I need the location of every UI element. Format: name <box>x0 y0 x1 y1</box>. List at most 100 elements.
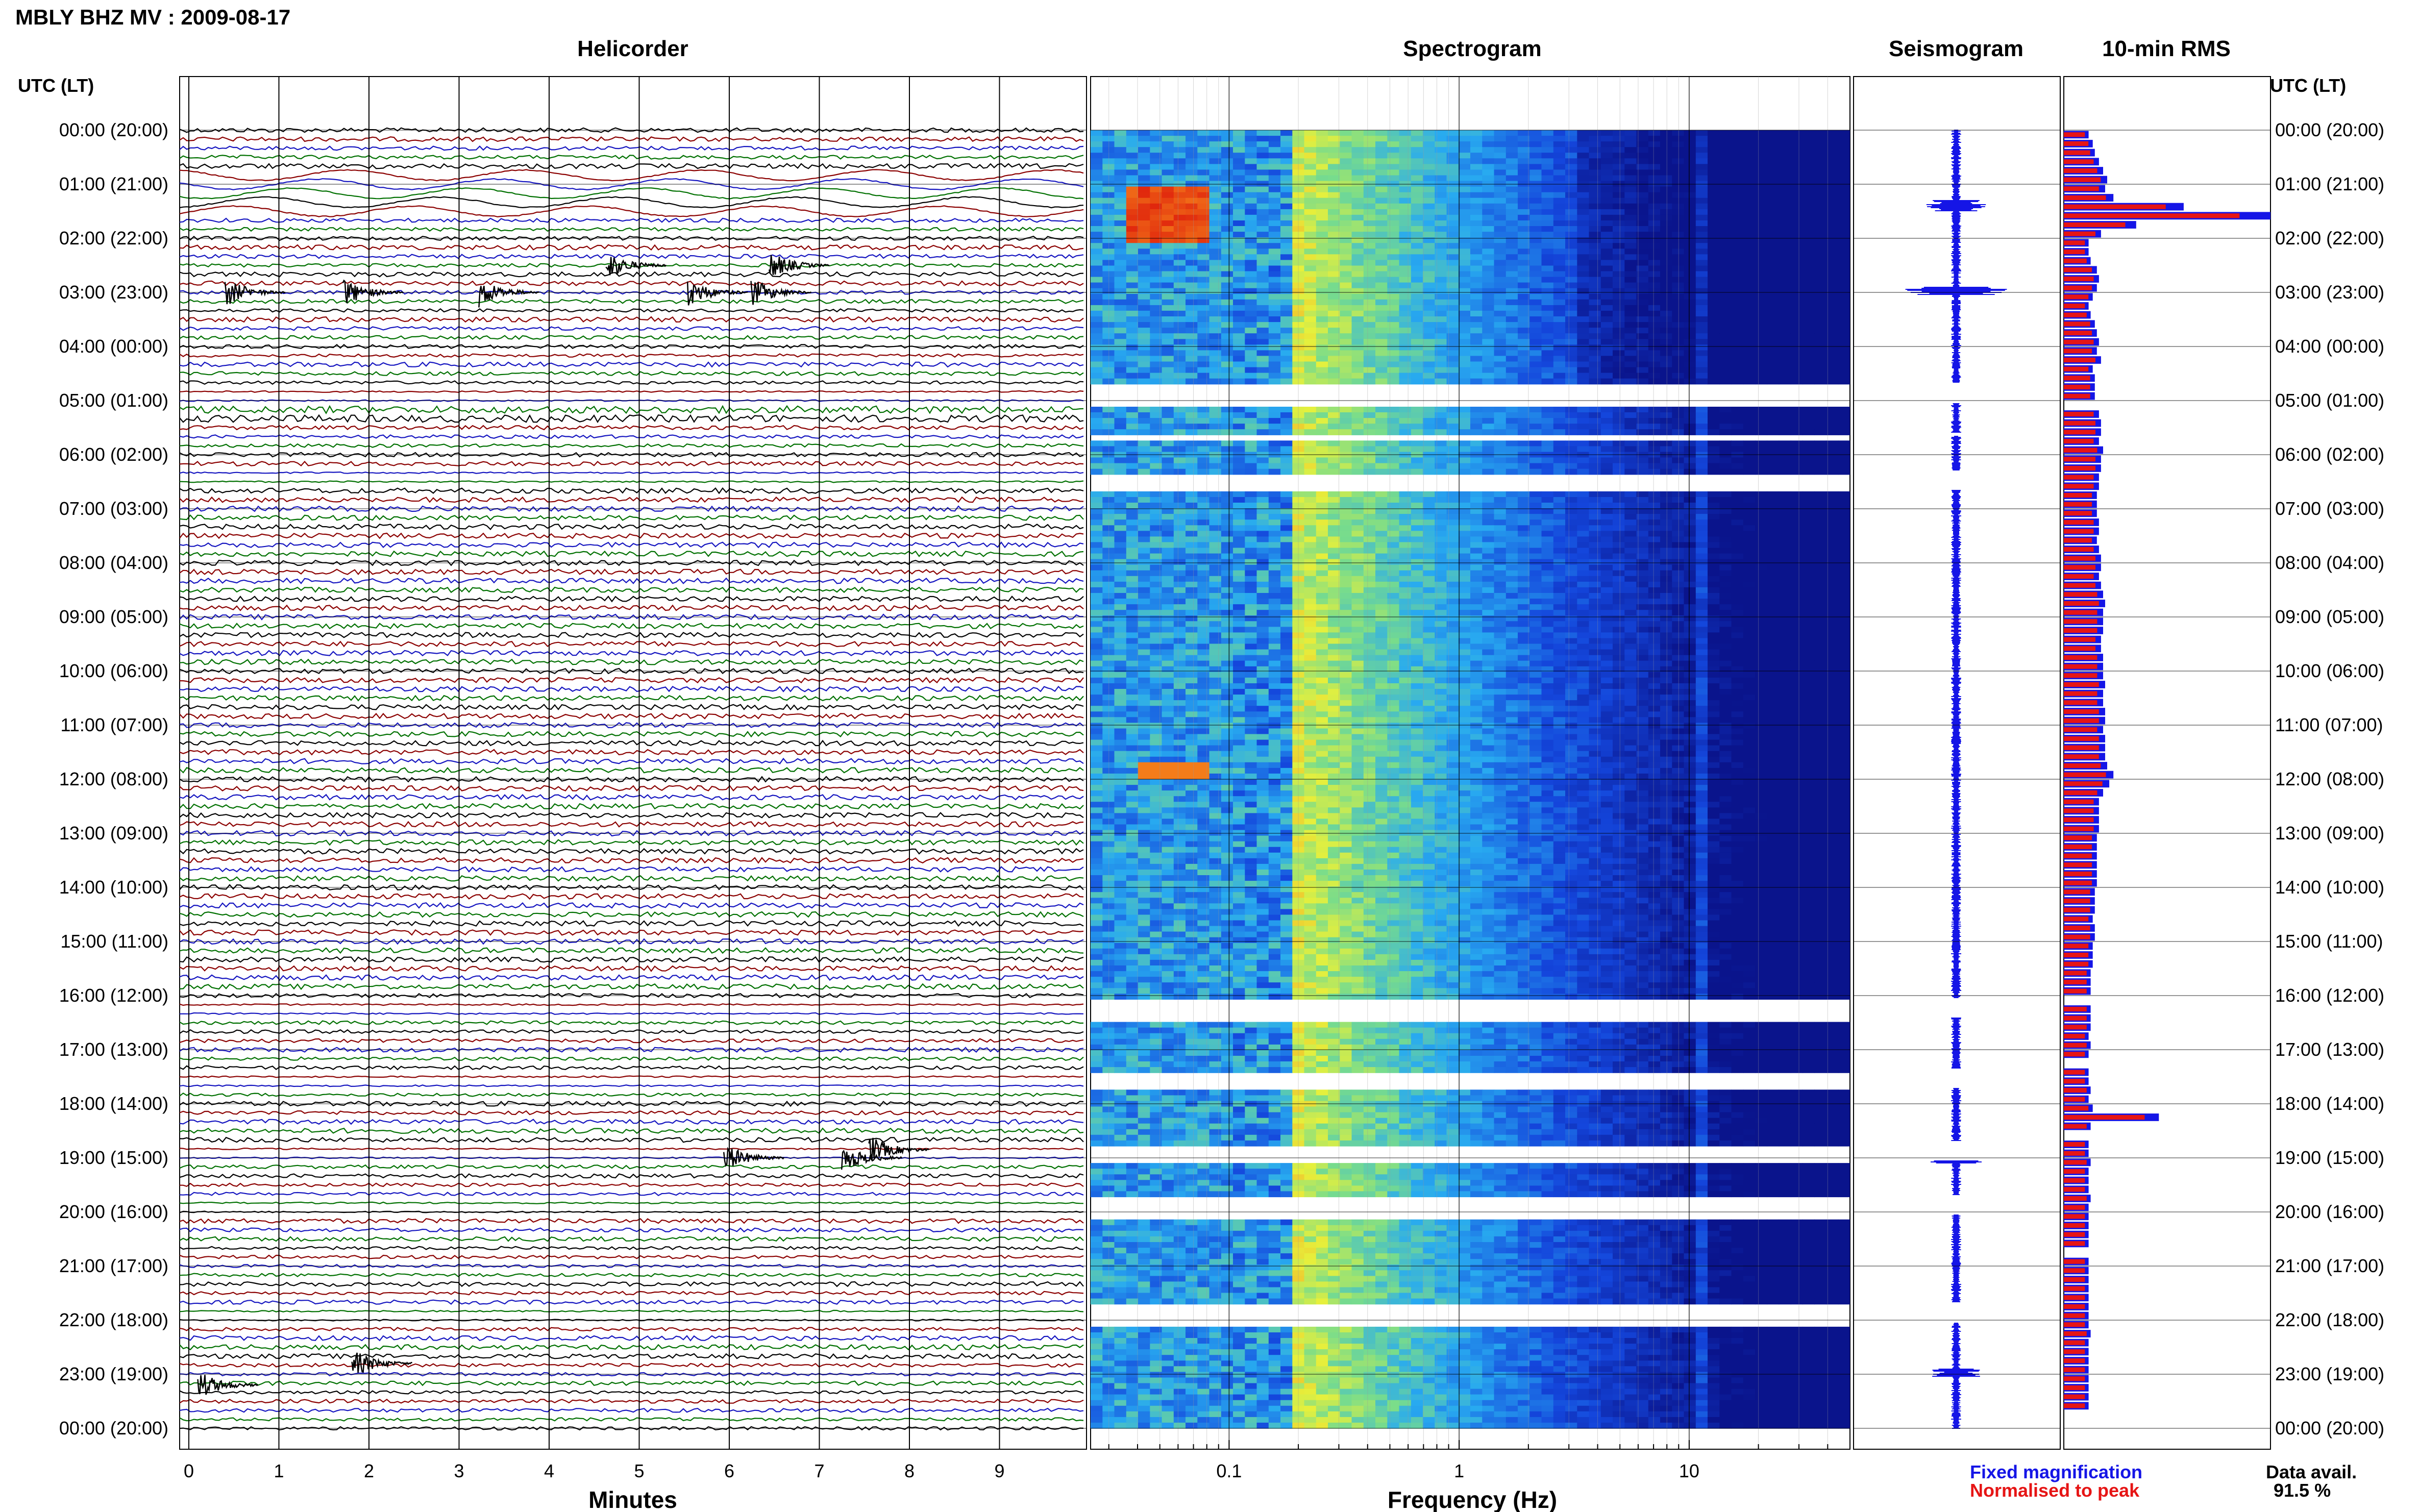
spectrogram-cell <box>1803 328 1815 334</box>
spectrogram-cell <box>1221 356 1233 362</box>
spectrogram-cell <box>1589 333 1601 339</box>
spectrogram-cell <box>1482 378 1495 385</box>
spectrogram-cell <box>1221 322 1233 328</box>
spectrogram-cell <box>1624 164 1637 170</box>
spectrogram-cell <box>1529 169 1542 176</box>
spectrogram-cell <box>1779 514 1791 520</box>
spectrogram-cell <box>1684 203 1696 210</box>
spectrogram-cell <box>1458 277 1471 283</box>
spectrogram-cell <box>1553 361 1566 368</box>
spectrogram-cell <box>1162 553 1174 560</box>
spectrogram-cell <box>1114 581 1127 588</box>
spectrogram-cell <box>1624 457 1637 464</box>
spectrogram-cell <box>1351 581 1364 588</box>
spectrogram-cell <box>1529 282 1542 289</box>
spectrogram-cell <box>1340 271 1352 278</box>
spectrogram-cell <box>1173 440 1186 447</box>
spectrogram-cell <box>1280 130 1293 136</box>
spectrogram-cell <box>1529 260 1542 266</box>
spectrogram-cell <box>1102 548 1115 554</box>
spectrogram-cell <box>1197 282 1210 289</box>
spectrogram-cell <box>1814 429 1827 435</box>
spectrogram-cell <box>1233 367 1245 374</box>
spectrogram-cell <box>1672 593 1685 599</box>
spectrogram-cell <box>1292 130 1305 136</box>
spectrogram-cell <box>1268 361 1281 368</box>
spectrogram-cell <box>1695 153 1708 159</box>
spectrogram-cell <box>1529 293 1542 300</box>
spectrogram-cell <box>1577 373 1590 379</box>
spectrogram-cell <box>1138 418 1150 424</box>
spectrogram-cell <box>1624 130 1637 136</box>
spectrogram-cell <box>1684 587 1696 593</box>
spectrogram-cell <box>1245 293 1257 300</box>
spectrogram-cell <box>1767 293 1780 300</box>
spectrogram-cell <box>1600 316 1613 323</box>
spectrogram-cell <box>1304 333 1317 339</box>
spectrogram-cell <box>1328 310 1340 317</box>
spectrogram-cell <box>1803 457 1815 464</box>
spectrogram-cell <box>1423 282 1435 289</box>
spectrogram-cell <box>1755 299 1767 306</box>
spectrogram-cell <box>1541 553 1554 560</box>
spectrogram-cell <box>1494 519 1507 526</box>
spectrogram-cell <box>1589 429 1601 435</box>
spectrogram-cell <box>1233 305 1245 311</box>
spectrogram-cell <box>1708 175 1720 182</box>
spectrogram-cell <box>1411 243 1423 249</box>
spectrogram-cell <box>1482 254 1495 260</box>
spectrogram-cell <box>1399 299 1412 306</box>
spectrogram-cell <box>1186 293 1198 300</box>
spectrogram-cell <box>1708 237 1720 243</box>
spectrogram-cell <box>1162 593 1174 599</box>
spectrogram-cell <box>1292 141 1305 147</box>
spectrogram-cell <box>1423 141 1435 147</box>
spectrogram-cell <box>1838 203 1850 210</box>
spectrogram-cell <box>1423 249 1435 255</box>
spectrogram-cell <box>1233 164 1245 170</box>
spectrogram-cell <box>1826 503 1839 509</box>
spectrogram-cell <box>1790 373 1803 379</box>
spectrogram-cell <box>1375 220 1388 227</box>
spectrogram-cell <box>1600 254 1613 260</box>
spectrogram-cell <box>1470 525 1483 531</box>
spectrogram-cell <box>1589 407 1601 413</box>
spectrogram-cell <box>1494 322 1507 328</box>
spectrogram-cell <box>1091 508 1103 514</box>
spectrogram-cell <box>1114 265 1127 272</box>
spectrogram-cell <box>1589 260 1601 266</box>
spectrogram-cell <box>1470 186 1483 193</box>
spectrogram-cell <box>1719 209 1732 215</box>
spectrogram-cell <box>1613 378 1625 385</box>
helicorder-trace <box>180 839 1084 846</box>
spectrogram-cell <box>1292 254 1305 260</box>
spectrogram-cell <box>1340 491 1352 498</box>
spectrogram-cell <box>1660 536 1672 543</box>
spectrogram-cell <box>1826 587 1839 593</box>
spectrogram-cell <box>1494 254 1507 260</box>
spectrogram-cell <box>1316 271 1328 278</box>
spectrogram-cell <box>1505 130 1518 136</box>
spectrogram-cell <box>1577 322 1590 328</box>
spectrogram-cell <box>1399 197 1412 204</box>
spectrogram-cell <box>1826 519 1839 526</box>
spectrogram-cell <box>1150 564 1163 571</box>
spectrogram-cell <box>1245 497 1257 503</box>
spectrogram-cell <box>1826 164 1839 170</box>
spectrogram-cell <box>1660 570 1672 577</box>
spectrogram-cell <box>1684 316 1696 323</box>
spectrogram-cell <box>1280 356 1293 362</box>
spectrogram-cell <box>1387 130 1400 136</box>
spectrogram-cell <box>1803 356 1815 362</box>
spectrogram-cell <box>1494 249 1507 255</box>
spectrogram-cell <box>1316 581 1328 588</box>
spectrogram-cell <box>1423 418 1435 424</box>
spectrogram-cell <box>1494 463 1507 469</box>
spectrogram-cell <box>1280 310 1293 317</box>
spectrogram-cell <box>1375 553 1388 560</box>
spectrogram-cell <box>1743 440 1756 447</box>
spectrogram-cell <box>1162 559 1174 565</box>
spectrogram-cell <box>1470 468 1483 475</box>
spectrogram-cell <box>1541 373 1554 379</box>
spectrogram-cell <box>1719 457 1732 464</box>
